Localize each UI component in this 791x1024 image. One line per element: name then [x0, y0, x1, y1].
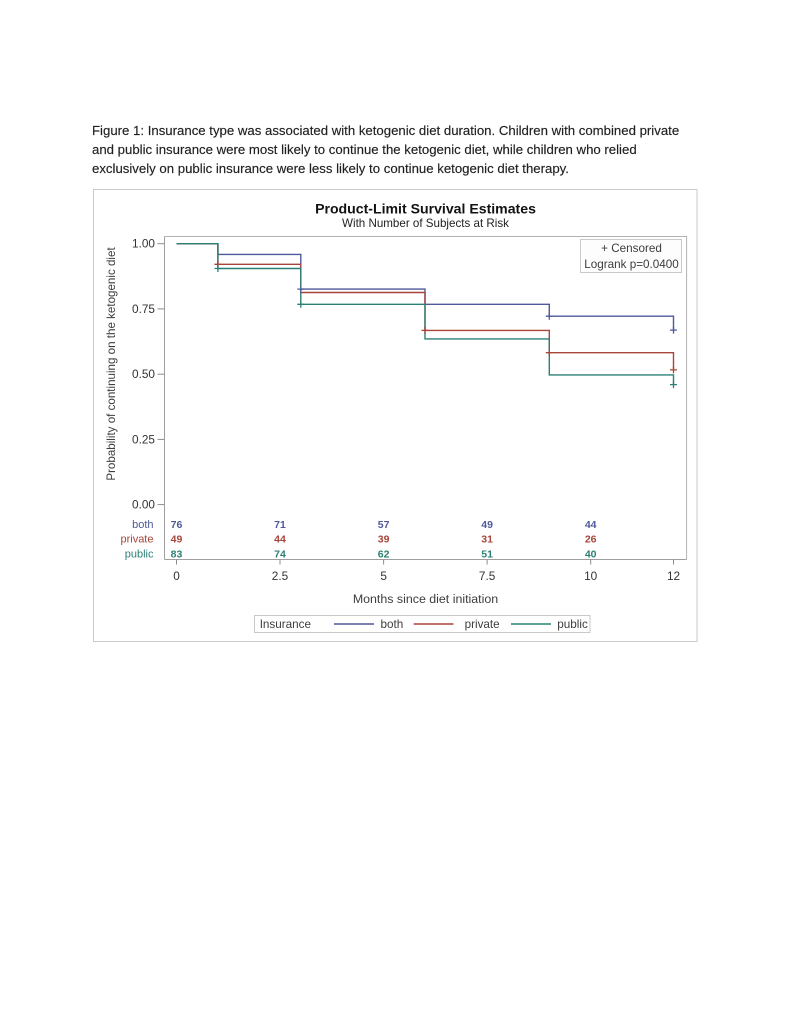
svg-text:44: 44	[274, 534, 286, 546]
svg-text:31: 31	[481, 534, 493, 546]
svg-text:83: 83	[171, 548, 183, 560]
svg-text:2.5: 2.5	[272, 569, 289, 583]
svg-text:public: public	[557, 618, 588, 631]
svg-text:74: 74	[274, 548, 286, 560]
svg-text:0.75: 0.75	[132, 302, 155, 316]
svg-text:10: 10	[584, 569, 598, 583]
svg-text:76: 76	[171, 519, 183, 531]
svg-text:44: 44	[585, 519, 597, 531]
svg-text:26: 26	[585, 534, 597, 546]
svg-text:1.00: 1.00	[132, 237, 155, 251]
svg-text:71: 71	[274, 519, 286, 531]
svg-text:40: 40	[585, 548, 597, 560]
svg-text:62: 62	[378, 548, 390, 560]
svg-text:0.50: 0.50	[132, 367, 155, 381]
svg-text:both: both	[381, 618, 404, 631]
svg-text:With Number of Subjects at Ris: With Number of Subjects at Risk	[342, 217, 509, 230]
svg-text:Months since diet initiation: Months since diet initiation	[353, 592, 498, 606]
svg-text:public: public	[125, 548, 154, 560]
svg-text:0.00: 0.00	[132, 498, 155, 512]
svg-text:5: 5	[380, 569, 387, 583]
svg-text:0: 0	[173, 569, 180, 583]
svg-text:Insurance: Insurance	[260, 618, 311, 631]
svg-text:private: private	[120, 534, 153, 546]
svg-text:39: 39	[378, 534, 390, 546]
svg-text:+ Censored: + Censored	[601, 242, 662, 255]
svg-text:0.25: 0.25	[132, 432, 155, 446]
svg-text:both: both	[132, 519, 153, 531]
svg-text:Product-Limit Survival Estimat: Product-Limit Survival Estimates	[315, 201, 536, 217]
svg-text:Logrank p=0.0400: Logrank p=0.0400	[584, 258, 679, 271]
svg-text:49: 49	[481, 519, 493, 531]
svg-text:49: 49	[171, 534, 183, 546]
svg-text:51: 51	[481, 548, 493, 560]
svg-text:12: 12	[667, 569, 680, 583]
svg-text:Probability of continuing on t: Probability of continuing on the ketogen…	[105, 247, 118, 481]
svg-text:57: 57	[378, 519, 390, 531]
svg-text:private: private	[465, 618, 500, 631]
svg-text:7.5: 7.5	[479, 569, 496, 583]
